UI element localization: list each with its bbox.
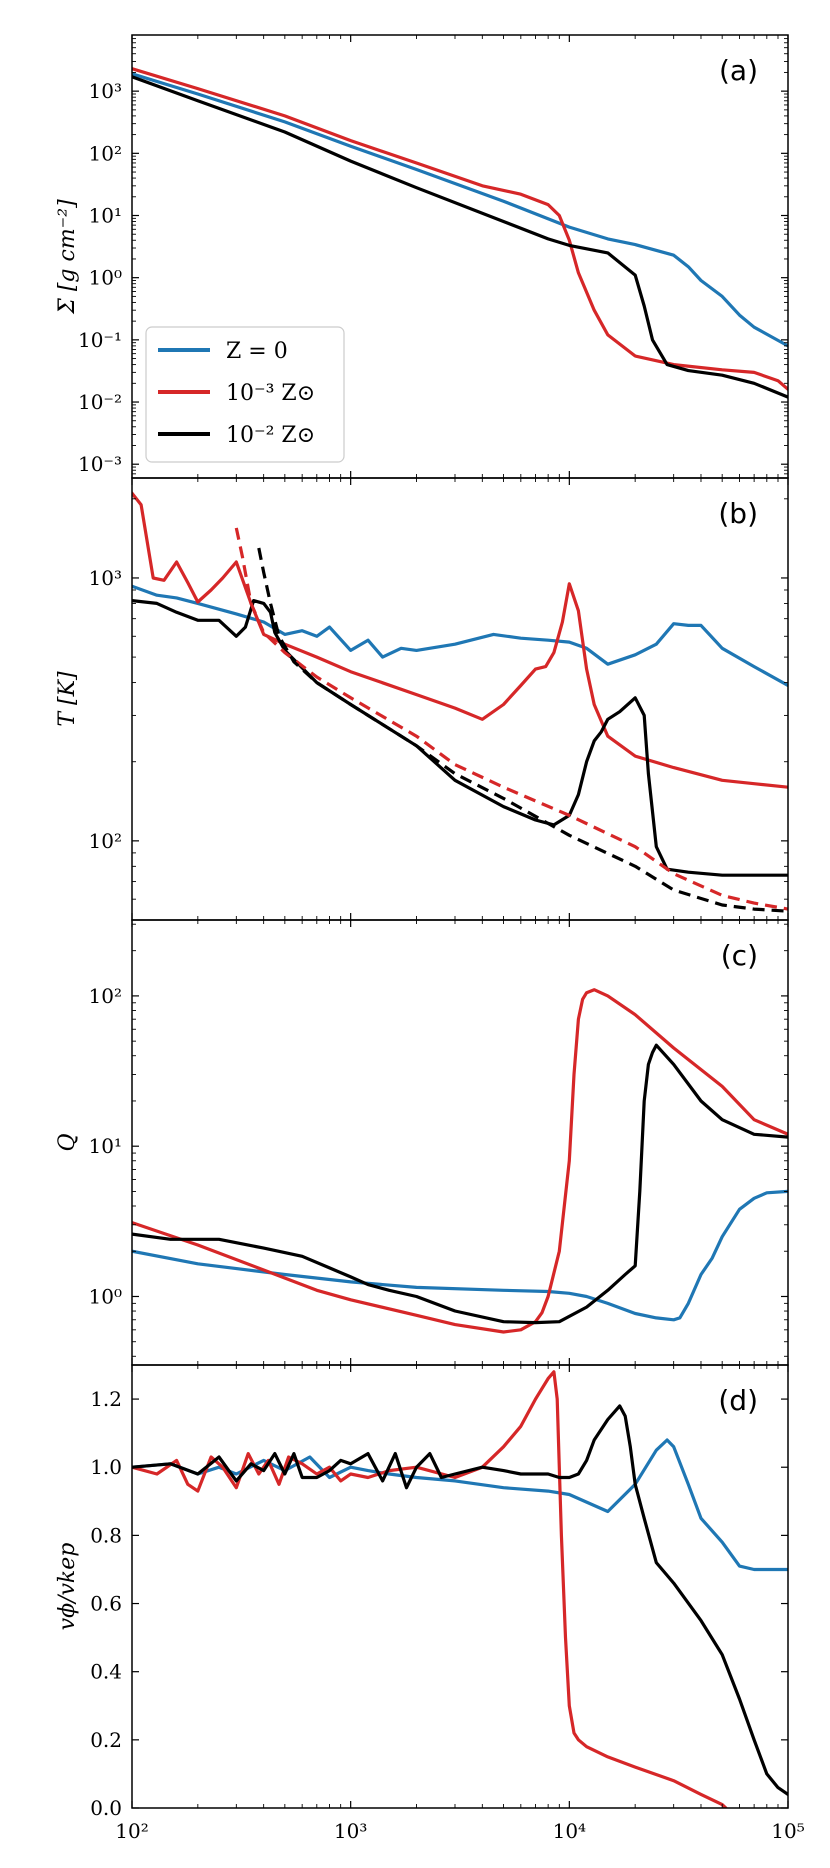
y-tick-label: 10¹ [89,204,122,228]
series-line-m3-dashed [234,527,788,911]
series-line-m2 [132,1404,788,1796]
series-line-m2 [132,599,788,877]
series-line-zero [132,1438,788,1572]
panel-1: 10² 10³ (b) T [K] [55,477,789,921]
y-tick-label: 10⁻² [78,390,122,414]
y-tick-label: 10² [89,984,122,1008]
y-tick-label: 10⁰ [89,266,122,290]
series-line-m3 [132,1370,728,1808]
series-line-m3 [132,491,788,789]
series-line-zero [132,1189,788,1322]
panel-0: 10⁻³ 10⁻² 10⁻¹ 10⁰ 10¹ 10² 10³ (a) Σ [g cm⁻²] [55,34,789,479]
panel-3: 0.0 0.2 0.4 0.6 0.8 1.0 1.2 (d) vϕ/vkep [55,1364,789,1820]
y-tick-label: 10⁻¹ [78,328,122,352]
panel-label: (a) [719,54,758,87]
y-tick-label: 1.0 [90,1455,122,1479]
x-tick-label: 10⁴ [553,1819,586,1843]
x-tick-label: 10² [115,1819,148,1843]
legend: Z = 0 10⁻³ Z⊙ 10⁻² Z⊙ [145,326,345,463]
legend-label-m3: 10⁻³ Z⊙ [226,381,315,406]
y-axis-label: Q [55,1133,80,1151]
legend-label-zero: Z = 0 [226,339,288,364]
axes-frame [131,477,789,921]
x-tick-label: 10⁵ [771,1819,804,1843]
y-tick-label: 0.0 [90,1796,122,1820]
panel-label: (d) [718,1384,758,1417]
y-tick-label: 0.4 [90,1660,122,1684]
series-line-m2 [132,75,788,399]
panel-2: 10⁰ 10¹ 10² (c) Q [55,919,789,1366]
panel-label: (b) [718,497,758,530]
y-tick-label: 10³ [89,79,122,103]
legend-box [145,326,345,463]
x-tick-label: 10³ [334,1819,367,1843]
y-tick-label: 10² [89,141,122,165]
y-tick-label: 0.6 [90,1592,122,1616]
y-axis-label: vϕ/vkep [55,1543,80,1631]
axes-frame [131,1364,789,1809]
series-line-m3 [132,67,788,391]
series-line-m2-dashed [257,547,788,913]
series-line-zero [132,584,788,688]
y-tick-label: 10² [89,829,122,853]
y-axis-label: T [K] [55,671,80,727]
series-line-m2 [132,1043,788,1325]
series-line-m3 [132,988,788,1334]
y-tick-label: 0.8 [90,1523,122,1547]
legend-label-m2: 10⁻² Z⊙ [226,423,315,448]
y-tick-label: 1.2 [90,1387,122,1411]
y-tick-label: 10⁰ [89,1284,122,1308]
y-tick-label: 0.2 [90,1728,122,1752]
y-tick-label: 10⁻³ [78,452,122,476]
series-line-zero [132,72,788,348]
y-axis-label: Σ [g cm⁻²] [55,199,80,315]
panel-label: (c) [721,939,758,972]
y-tick-label: 10³ [89,566,122,590]
y-tick-label: 10¹ [89,1134,122,1158]
